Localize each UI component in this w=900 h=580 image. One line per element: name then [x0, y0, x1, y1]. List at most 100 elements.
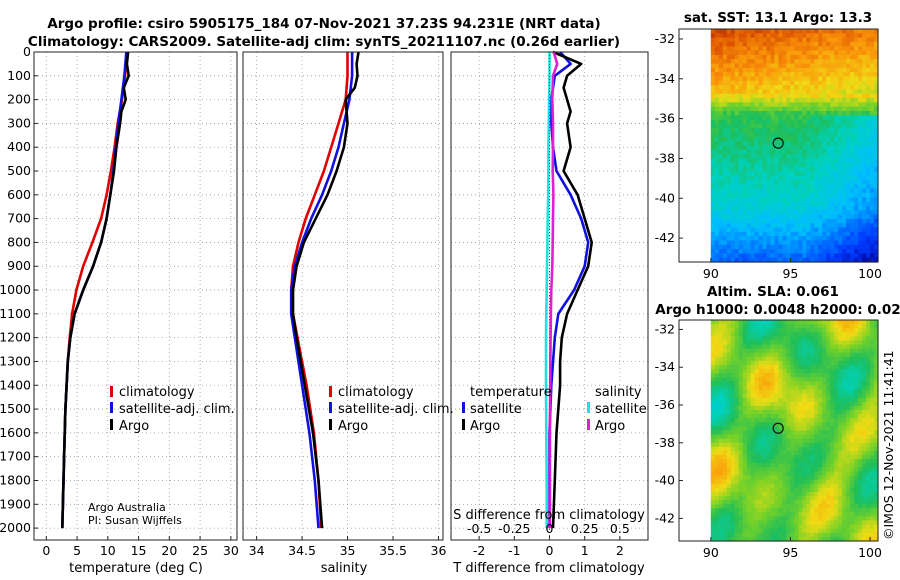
- map-cell: [846, 320, 851, 325]
- map-cell: [714, 210, 720, 216]
- map-cell: [830, 496, 835, 501]
- map-cell: [834, 491, 839, 497]
- map-cell: [874, 89, 879, 95]
- map-cell: [710, 373, 716, 378]
- map-cell: [802, 401, 807, 407]
- map-cell: [838, 324, 843, 329]
- map-cell: [790, 111, 795, 116]
- map-cell: [846, 496, 851, 501]
- map-cell: [782, 520, 788, 526]
- map-cell: [754, 85, 760, 90]
- map-cell: [830, 29, 835, 34]
- map-cell: [834, 463, 839, 468]
- map-cell: [818, 405, 823, 411]
- map-cell: [778, 154, 784, 159]
- map-cell: [838, 479, 843, 485]
- map-cell: [762, 516, 768, 522]
- x-tick-label: 20: [161, 543, 177, 558]
- map-cell: [710, 85, 716, 90]
- map-cell: [710, 414, 716, 419]
- map-cell: [806, 520, 811, 526]
- map-cell: [846, 410, 851, 415]
- x-tick-label: 90: [703, 266, 719, 281]
- map-cell: [782, 410, 788, 415]
- map-cell: [734, 410, 740, 415]
- map-cell: [782, 201, 788, 207]
- legend-swatch-t-argo: [462, 419, 465, 430]
- map-cell: [874, 244, 879, 250]
- map-cell: [726, 324, 732, 329]
- map-cell: [774, 197, 780, 203]
- map-cell: [810, 528, 815, 534]
- map-cell: [758, 536, 764, 542]
- map-cell: [858, 442, 863, 448]
- map-cell: [722, 54, 728, 60]
- temperature-panel: 0 5 10 15 20 25 300100200300400500600700800900…: [0, 44, 239, 558]
- map-cell: [754, 253, 760, 259]
- map-cell: [750, 528, 756, 534]
- map-cell: [866, 479, 871, 485]
- map-cell: [718, 455, 724, 460]
- map-cell: [790, 244, 795, 250]
- map-cell: [782, 210, 788, 216]
- map-cell: [818, 149, 823, 155]
- map-cell: [774, 201, 780, 207]
- map-cell: [806, 356, 811, 362]
- map-cell: [742, 344, 748, 350]
- map-cell: [842, 360, 847, 366]
- map-cell: [806, 33, 811, 39]
- map-cell: [846, 253, 851, 259]
- map-cell: [826, 111, 831, 116]
- map-cell: [866, 171, 871, 177]
- map-cell: [826, 389, 831, 395]
- map-cell: [742, 389, 748, 395]
- map-cell: [714, 360, 720, 366]
- map-cell: [782, 446, 788, 452]
- map-cell: [814, 201, 819, 207]
- map-cell: [810, 496, 815, 501]
- map-cell: [782, 253, 788, 259]
- map-cell: [718, 115, 724, 121]
- y-tick-label: 100: [7, 68, 31, 83]
- map-cell: [786, 102, 792, 108]
- map-cell: [782, 102, 788, 108]
- map-cell: [754, 197, 760, 203]
- map-cell: [770, 249, 776, 254]
- map-cell: [838, 102, 843, 108]
- map-cell: [810, 223, 815, 229]
- map-cell: [722, 46, 728, 52]
- map-cell: [850, 214, 855, 220]
- map-cell: [874, 119, 879, 125]
- map-cell: [874, 201, 879, 207]
- map-cell: [870, 41, 875, 47]
- map-cell: [750, 214, 756, 220]
- map-cell: [826, 496, 831, 501]
- map-cell: [830, 536, 835, 542]
- map-cell: [826, 451, 831, 456]
- map-cell: [762, 504, 768, 509]
- map-cell: [742, 149, 748, 155]
- map-cell: [778, 536, 784, 542]
- map-cell: [810, 340, 815, 346]
- map-cell: [734, 154, 740, 159]
- map-cell: [870, 508, 875, 513]
- map-cell: [830, 356, 835, 362]
- map-cell: [802, 123, 807, 129]
- map-cell: [718, 188, 724, 194]
- map-cell: [754, 54, 760, 60]
- map-cell: [818, 451, 823, 456]
- map-cell: [862, 80, 867, 86]
- y-tick-label: -40: [655, 473, 675, 488]
- map-cell: [806, 410, 811, 415]
- map-cell: [794, 218, 799, 224]
- map-cell: [770, 136, 776, 142]
- map-cell: [862, 393, 867, 399]
- map-cell: [738, 149, 744, 155]
- map-cell: [854, 227, 859, 233]
- map-cell: [858, 516, 863, 522]
- map-cell: [782, 320, 788, 325]
- map-cell: [830, 98, 835, 103]
- map-cell: [778, 115, 784, 121]
- map-cell: [742, 240, 748, 246]
- map-cell: [814, 430, 819, 436]
